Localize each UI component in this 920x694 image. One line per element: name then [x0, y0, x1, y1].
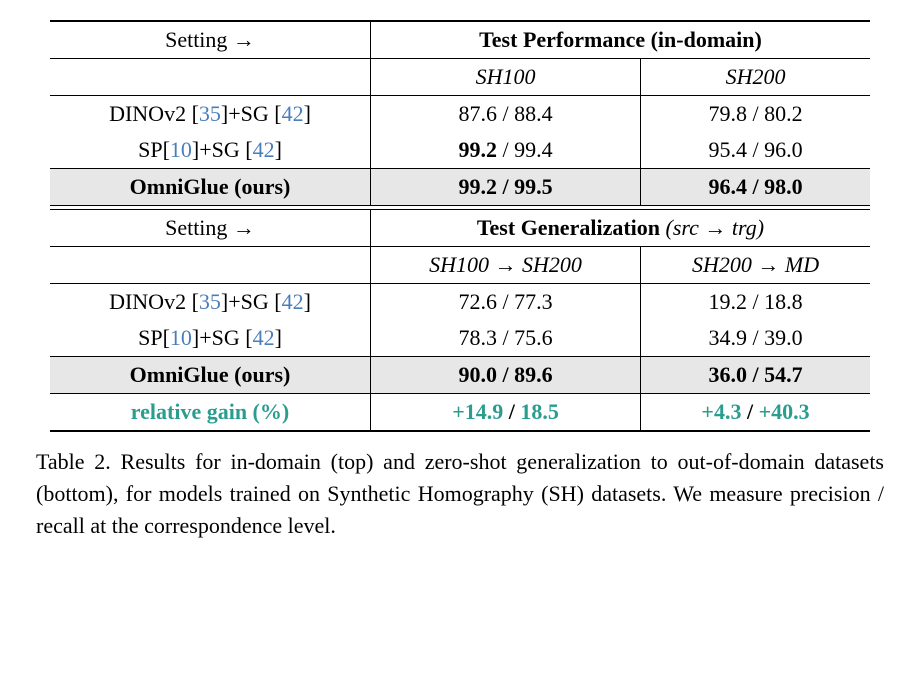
- col-sh200: SH200: [641, 59, 870, 96]
- row-ours-top: OmniGlue (ours): [50, 169, 371, 206]
- perf-header: Test Performance (in-domain): [371, 21, 871, 59]
- cell: 96.4 / 98.0: [641, 169, 870, 206]
- cell: 99.2 / 99.5: [371, 169, 641, 206]
- row-sp-top: SP[10]+SG [42]: [50, 132, 371, 169]
- cell: 36.0 / 54.7: [641, 357, 870, 394]
- cite-42b[interactable]: 42: [253, 137, 275, 162]
- cell: 99.2 / 99.4: [371, 132, 641, 169]
- table-caption: Table 2. Results for in-domain (top) and…: [30, 446, 890, 542]
- cell: 19.2 / 18.8: [641, 284, 870, 321]
- cell: 87.6 / 88.4: [371, 96, 641, 133]
- row-dinov2-bot: DINOv2 [35]+SG [42]: [50, 284, 371, 321]
- cell: 72.6 / 77.3: [371, 284, 641, 321]
- cite-42[interactable]: 42: [282, 101, 304, 126]
- caption-text: Results for in-domain (top) and zero-sho…: [36, 449, 884, 538]
- cell: 79.8 / 80.2: [641, 96, 870, 133]
- cite-35[interactable]: 35: [199, 101, 221, 126]
- results-table: Setting → Test Performance (in-domain) S…: [50, 20, 870, 432]
- gen-header: Test Generalization (src → trg): [371, 210, 871, 247]
- row-ours-bot: OmniGlue (ours): [50, 357, 371, 394]
- cell: +4.3 / +40.3: [641, 394, 870, 432]
- col-sh100-sh200: SH100 → SH200: [371, 247, 641, 284]
- col-sh100: SH100: [371, 59, 641, 96]
- cell: 90.0 / 89.6: [371, 357, 641, 394]
- cell: 78.3 / 75.6: [371, 320, 641, 357]
- row-sp-bot: SP[10]+SG [42]: [50, 320, 371, 357]
- cell: +14.9 / 18.5: [371, 394, 641, 432]
- row-dinov2-top: DINOv2 [35]+SG [42]: [50, 96, 371, 133]
- setting-header-top: Setting →: [50, 21, 371, 59]
- col-sh200-md: SH200 → MD: [641, 247, 870, 284]
- cell: 34.9 / 39.0: [641, 320, 870, 357]
- cite-10[interactable]: 10: [170, 137, 192, 162]
- caption-label: Table 2.: [36, 449, 111, 474]
- row-gain: relative gain (%): [50, 394, 371, 432]
- setting-header-bot: Setting →: [50, 210, 371, 247]
- cell: 95.4 / 96.0: [641, 132, 870, 169]
